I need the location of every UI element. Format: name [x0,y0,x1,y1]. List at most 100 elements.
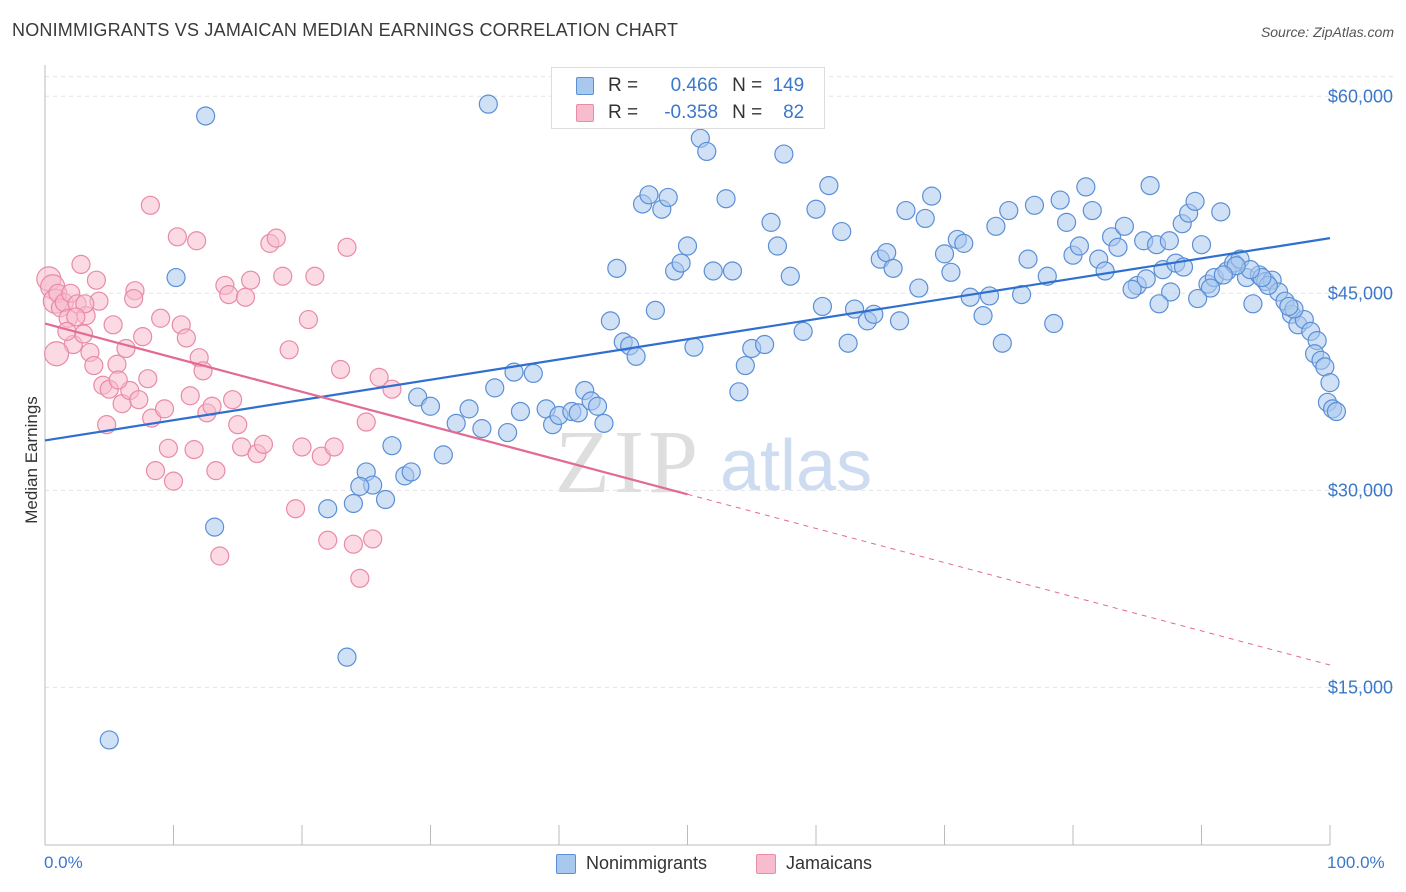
data-point [973,306,993,326]
data-point [124,288,144,309]
data-point [184,440,204,460]
data-point [1114,216,1135,236]
data-point [138,369,158,389]
data-point [498,422,518,443]
correlation-legend: R = 0.466 N = 149 R = -0.358 N = 82 [551,67,825,129]
data-point [187,231,207,251]
data-point [909,278,929,298]
data-point [298,309,319,330]
series-nonimmigrants [99,94,1347,750]
data-point [103,315,123,335]
data-point [722,261,743,281]
data-point [986,216,1006,236]
data-point [253,434,274,454]
data-point [279,340,299,360]
legend-n-value: 149 [772,75,805,96]
legend-n-label: N = [732,75,763,96]
legend-label-jamaicans: Jamaicans [786,853,873,873]
chart-title: NONIMMIGRANTS VS JAMAICAN MEDIAN EARNING… [12,20,679,40]
data-point [889,311,910,331]
data-point [176,328,196,348]
data-point [472,419,492,439]
watermark-zip: ZIP [555,413,702,512]
data-point [382,436,402,456]
data-point [780,266,800,286]
data-point [116,338,136,359]
legend-r-value: -0.358 [664,102,719,123]
legend-label-nonimmigrants: Nonimmigrants [586,853,708,873]
series-jamaicans [36,195,402,588]
data-point [883,258,903,278]
data-point [210,546,230,566]
data-point [292,437,312,457]
data-point [1108,237,1128,257]
legend-item-jamaicans: Jamaicans [756,853,872,874]
data-point [767,236,788,256]
series-legend: Nonimmigrants Jamaicans [0,851,1406,877]
data-point [478,94,498,114]
data-point [350,476,370,496]
data-point [485,378,505,398]
data-point [1122,279,1142,299]
data-point [158,438,178,458]
data-point [324,437,344,457]
data-point [992,333,1012,353]
data-point [716,189,736,209]
data-point [337,647,357,667]
legend-swatch-pink [756,853,776,874]
data-point [941,262,961,282]
data-point [1243,294,1263,314]
watermark-atlas: atlas [720,426,872,506]
data-point [1320,373,1340,393]
data-point [639,185,659,205]
data-point [133,327,153,347]
data-point [960,287,980,307]
legend-item-nonimmigrants: Nonimmigrants [556,853,707,874]
y-tick-label: $60,000 [1328,86,1393,106]
trend-lines [44,237,1331,666]
data-point [382,379,402,399]
data-point [1161,282,1181,302]
data-point [1024,195,1045,215]
data-point [999,200,1019,221]
data-point [568,403,588,423]
legend-swatch-pink [576,104,594,122]
data-point [166,267,186,288]
data-point [273,266,293,286]
data-point [206,461,226,481]
data-point [154,399,175,419]
data-point [75,294,95,314]
data-point [350,568,370,588]
data-point [754,334,775,355]
data-point [285,499,306,519]
data-point [1069,236,1090,256]
y-tick-label: $15,000 [1328,677,1393,697]
data-point [774,144,794,164]
data-point [819,175,839,196]
data-point [626,346,646,366]
data-point [607,258,627,278]
data-point [420,396,441,416]
data-point [205,517,225,537]
legend-r-label: R = [608,102,639,123]
data-point [832,221,852,242]
data-point [677,236,698,256]
legend-r-label: R = [608,75,639,96]
data-point [129,390,149,410]
trend-line-jamaicans [44,322,688,496]
data-point [1136,269,1156,289]
data-point [266,228,286,248]
data-point [922,186,942,206]
data-point [71,254,91,275]
data-point [363,529,383,549]
data-point [1159,231,1179,251]
data-point [838,333,858,353]
data-point [1211,202,1231,222]
data-point [369,367,389,387]
data-point [446,413,466,433]
data-point [934,244,955,264]
data-point [228,415,248,435]
data-point [1076,177,1096,197]
data-point [1095,261,1115,281]
